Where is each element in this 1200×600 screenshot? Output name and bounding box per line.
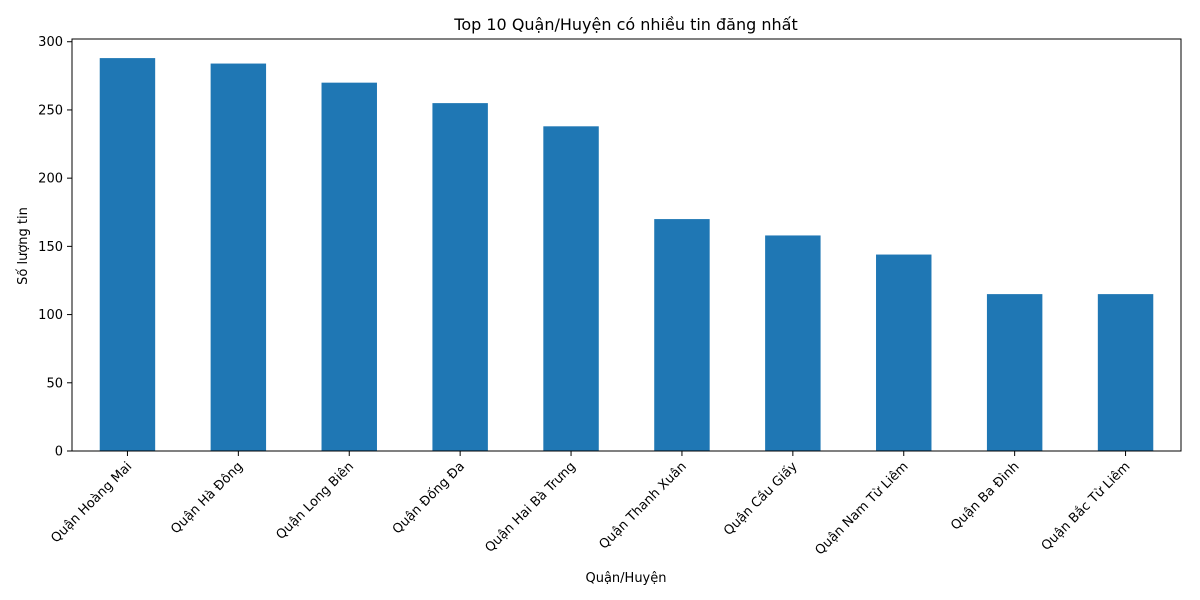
y-tick-label: 250 (38, 103, 63, 118)
x-tick-label: Quận Long Biên (274, 459, 358, 543)
x-axis-label: Quận/Huyện (585, 571, 666, 586)
y-tick-label: 300 (38, 35, 63, 50)
y-axis: 0 50 100 150 200 250 300 (38, 35, 72, 460)
x-axis: Quận Hoàng Mai Quận Hà Đông Quận Long Biên… (48, 451, 1133, 558)
bar (1097, 294, 1154, 451)
chart-title: Top 10 Quận/Huyện có nhiều tin đăng nhất (453, 15, 797, 34)
y-tick-label: 100 (38, 308, 63, 323)
bar (432, 103, 488, 451)
y-tick-label: 150 (38, 240, 63, 255)
plot-frame (71, 38, 1182, 452)
bar (321, 82, 377, 451)
x-tick-label: Quận Hai Bà Trưng (482, 459, 578, 555)
y-axis-label: Số lượng tin (16, 207, 31, 285)
bar (654, 219, 710, 451)
y-tick-label: 200 (38, 172, 63, 187)
y-tick-label: 0 (55, 445, 63, 460)
x-tick-label: Quận Ba Đình (948, 459, 1022, 533)
bar (876, 254, 932, 451)
x-tick-label: Quận Bắc Từ Liêm (1039, 459, 1134, 554)
x-tick-label: Quận Nam Từ Liêm (812, 459, 911, 558)
x-tick-label: Quận Hà Đông (168, 459, 246, 537)
x-tick-label: Quận Đống Đa (390, 459, 468, 537)
x-tick-label: Quận Hoàng Mai (48, 459, 135, 546)
y-tick-label: 50 (46, 376, 63, 391)
x-tick-label: Quận Cầu Giấy (721, 459, 801, 539)
bars-group (99, 58, 1154, 452)
bar (986, 294, 1043, 451)
bar (543, 126, 599, 452)
bar (210, 63, 267, 452)
bar (765, 235, 821, 451)
x-tick-label: Quận Thanh Xuân (596, 459, 689, 552)
bar (99, 58, 156, 452)
